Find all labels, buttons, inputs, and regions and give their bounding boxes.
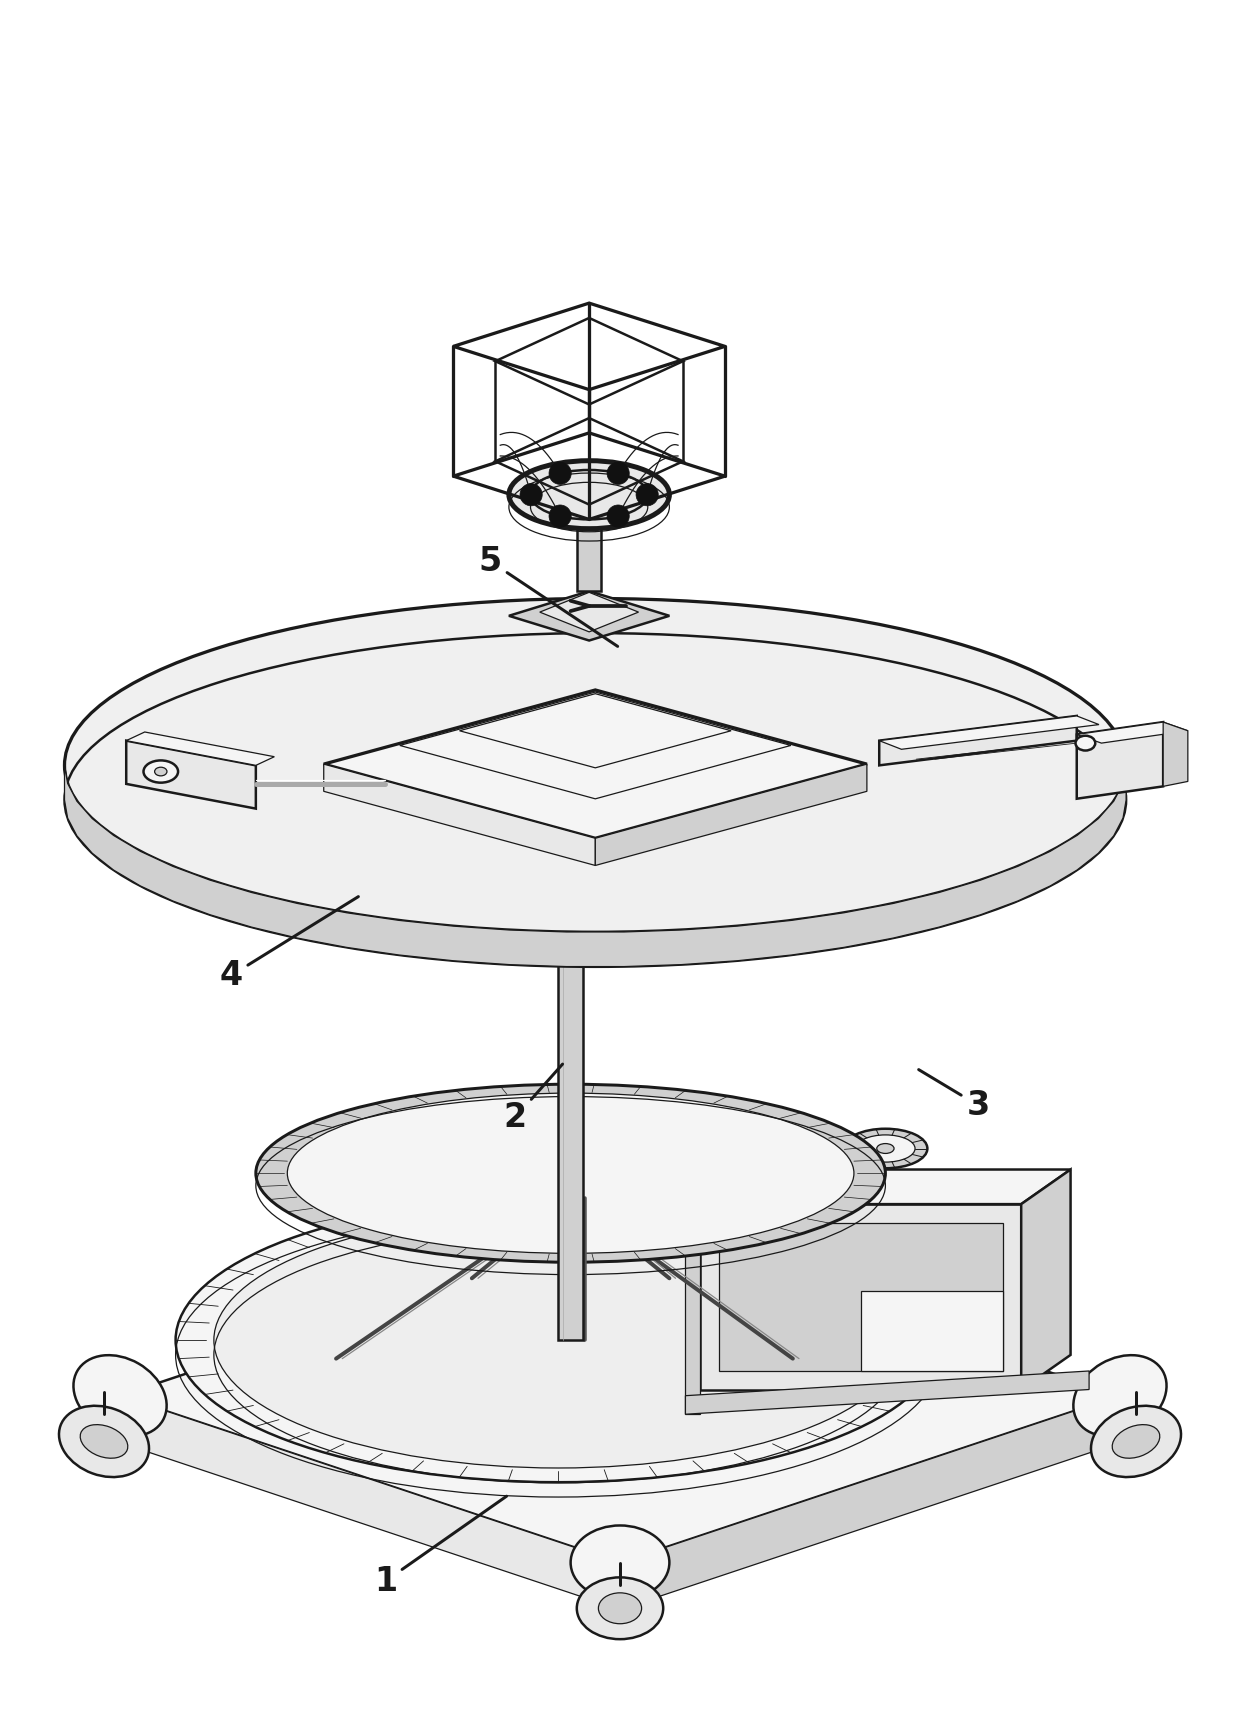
Ellipse shape	[877, 1144, 894, 1153]
Polygon shape	[701, 1205, 1022, 1389]
Ellipse shape	[544, 773, 596, 794]
Ellipse shape	[577, 513, 601, 521]
Polygon shape	[548, 854, 593, 858]
Polygon shape	[595, 765, 867, 865]
Polygon shape	[879, 716, 1099, 749]
Ellipse shape	[740, 1136, 821, 1174]
Polygon shape	[548, 873, 593, 877]
Ellipse shape	[213, 1212, 903, 1469]
Circle shape	[520, 483, 542, 506]
Text: 5: 5	[479, 545, 618, 647]
Ellipse shape	[73, 1355, 166, 1436]
Ellipse shape	[570, 1191, 670, 1265]
Polygon shape	[1076, 721, 1163, 799]
Circle shape	[549, 463, 572, 485]
Polygon shape	[558, 808, 583, 1339]
Ellipse shape	[570, 1526, 670, 1600]
Ellipse shape	[60, 1405, 149, 1477]
Ellipse shape	[288, 1093, 854, 1253]
Bar	[577, 516, 601, 590]
Ellipse shape	[531, 469, 647, 520]
Ellipse shape	[81, 1424, 128, 1458]
Polygon shape	[120, 1229, 1120, 1562]
Polygon shape	[719, 1222, 1003, 1370]
Ellipse shape	[1112, 1424, 1159, 1458]
Circle shape	[549, 506, 572, 526]
Text: 1: 1	[374, 1496, 507, 1598]
Ellipse shape	[1075, 735, 1095, 751]
Ellipse shape	[724, 1129, 837, 1181]
Polygon shape	[539, 592, 639, 632]
Polygon shape	[548, 842, 593, 846]
Ellipse shape	[583, 1139, 657, 1227]
Polygon shape	[686, 1148, 701, 1414]
Text: 3: 3	[919, 1070, 990, 1122]
Polygon shape	[544, 784, 596, 808]
Ellipse shape	[599, 1593, 641, 1624]
Polygon shape	[324, 765, 595, 865]
Polygon shape	[620, 1396, 1120, 1610]
Ellipse shape	[155, 768, 167, 777]
Ellipse shape	[544, 799, 596, 818]
Ellipse shape	[1074, 1355, 1167, 1436]
Polygon shape	[548, 835, 593, 839]
Ellipse shape	[144, 761, 179, 782]
Ellipse shape	[601, 1162, 639, 1205]
Polygon shape	[879, 716, 1076, 765]
Ellipse shape	[769, 1148, 791, 1162]
Polygon shape	[508, 590, 670, 640]
Polygon shape	[686, 1370, 1089, 1414]
Polygon shape	[1076, 721, 1188, 744]
Polygon shape	[126, 740, 255, 808]
Text: 2: 2	[503, 1063, 563, 1134]
Ellipse shape	[64, 599, 1126, 932]
Polygon shape	[324, 690, 867, 839]
Ellipse shape	[856, 1136, 915, 1162]
Ellipse shape	[508, 461, 670, 528]
Polygon shape	[548, 830, 593, 834]
Polygon shape	[548, 866, 593, 870]
Ellipse shape	[255, 1084, 885, 1262]
Polygon shape	[1163, 721, 1188, 787]
Ellipse shape	[577, 1578, 663, 1640]
Polygon shape	[548, 847, 593, 853]
Ellipse shape	[544, 792, 596, 813]
Circle shape	[636, 483, 658, 506]
Polygon shape	[861, 1291, 1003, 1370]
Polygon shape	[701, 1170, 1070, 1205]
Polygon shape	[64, 765, 1126, 967]
Polygon shape	[548, 823, 593, 827]
Circle shape	[608, 463, 629, 485]
Ellipse shape	[843, 1129, 928, 1169]
Polygon shape	[1022, 1170, 1070, 1389]
Circle shape	[608, 506, 629, 526]
Polygon shape	[548, 861, 593, 865]
Text: 4: 4	[219, 896, 358, 992]
Ellipse shape	[176, 1198, 941, 1483]
Polygon shape	[126, 732, 274, 765]
Ellipse shape	[1091, 1405, 1180, 1477]
Polygon shape	[120, 1396, 620, 1610]
Polygon shape	[548, 818, 593, 822]
